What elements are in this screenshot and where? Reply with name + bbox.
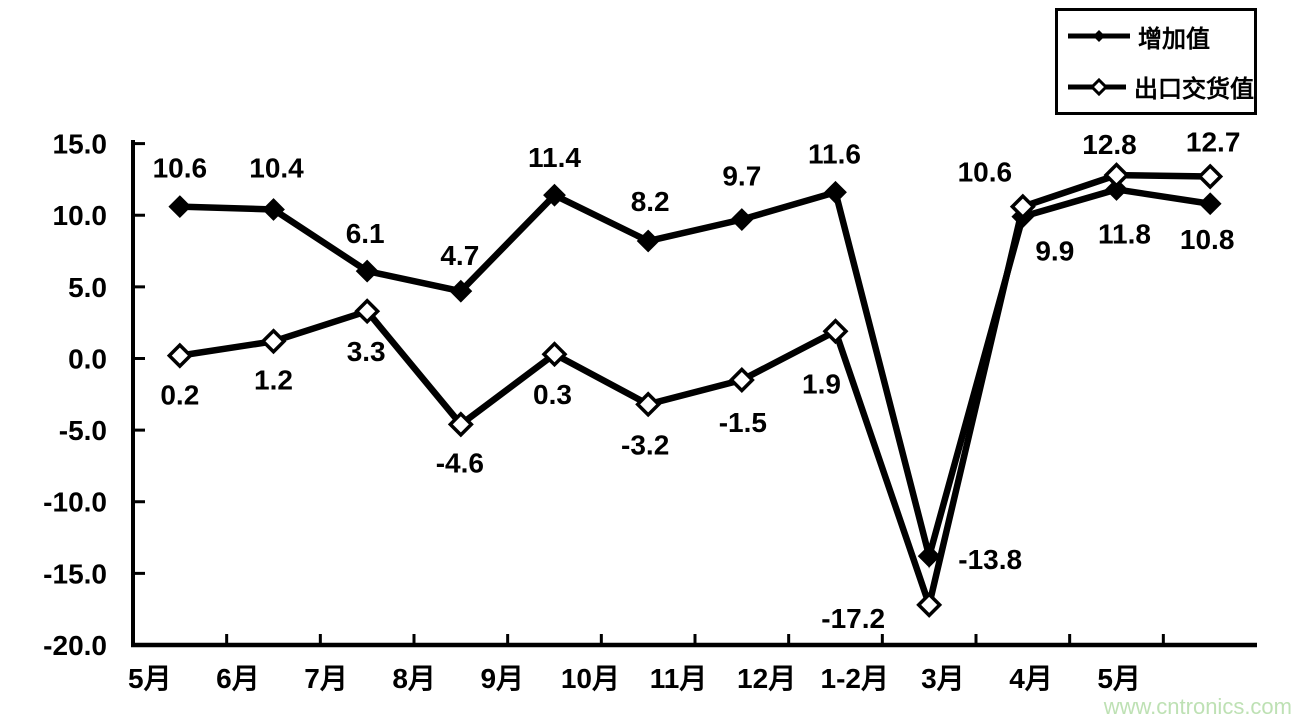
legend-item-series-2: 出口交货值 xyxy=(1068,69,1254,104)
y-tick-label: 5.0 xyxy=(68,272,107,303)
x-axis-label: 9月 xyxy=(480,663,524,694)
data-label-series-1: 9.7 xyxy=(722,161,761,192)
filled-diamond-marker xyxy=(824,180,847,204)
data-label-series-2: 1.9 xyxy=(802,368,841,399)
y-tick-label: 0.0 xyxy=(68,343,107,374)
data-label-series-2: 0.2 xyxy=(160,380,199,411)
x-axis-label: 11月 xyxy=(650,663,708,694)
y-tick-label: -20.0 xyxy=(43,630,107,661)
filled-diamond-marker xyxy=(543,183,566,207)
open-diamond-line-icon xyxy=(1068,77,1126,96)
data-label-series-1: -13.8 xyxy=(958,544,1022,575)
x-axis-label: 3月 xyxy=(921,663,965,694)
x-axis-label: 1-2月 xyxy=(821,663,889,694)
x-axis-label: 10月 xyxy=(561,663,620,694)
open-diamond-marker xyxy=(166,342,193,369)
data-label-series-1: 6.1 xyxy=(346,218,385,249)
series-2-line xyxy=(179,171,1211,617)
data-label-series-1: 11.4 xyxy=(528,142,581,173)
filled-diamond-line-icon xyxy=(1068,30,1130,43)
data-label-series-2: -17.2 xyxy=(821,603,885,634)
open-diamond-marker xyxy=(822,318,849,345)
filled-diamond-marker xyxy=(636,229,660,253)
open-diamond-marker xyxy=(1009,193,1036,220)
filled-diamond-marker xyxy=(262,198,285,221)
filled-diamond-marker xyxy=(168,195,192,219)
data-label-series-2: -1.5 xyxy=(719,407,767,438)
open-diamond-marker xyxy=(541,341,568,368)
open-diamond-marker xyxy=(728,366,755,393)
x-axis-label: 5月 xyxy=(1097,663,1141,694)
data-label-series-2: 10.6 xyxy=(958,157,1013,188)
data-label-series-2: 1.2 xyxy=(254,364,293,395)
open-diamond-marker xyxy=(260,328,287,355)
data-label-series-2: -3.2 xyxy=(621,429,669,460)
x-axis-label: 8月 xyxy=(392,663,436,694)
open-diamond-marker xyxy=(916,591,943,618)
open-diamond-marker xyxy=(354,298,381,325)
open-diamond-marker xyxy=(635,391,662,418)
chart-legend: 增加值 出口交货值 xyxy=(1055,8,1257,115)
data-label-series-1: 8.2 xyxy=(631,186,670,217)
x-axis-label: 7月 xyxy=(304,663,348,694)
legend-item-series-1: 增加值 xyxy=(1068,19,1254,54)
data-label-series-2: 0.3 xyxy=(533,379,572,410)
filled-diamond-marker xyxy=(1105,178,1128,201)
data-label-series-1: 11.8 xyxy=(1098,218,1151,249)
open-diamond-marker xyxy=(447,411,474,438)
filled-diamond-marker xyxy=(917,544,941,568)
y-tick-label: -15.0 xyxy=(43,558,107,589)
x-axis-label: 12月 xyxy=(737,663,796,694)
x-axis-label: 4月 xyxy=(1009,663,1053,694)
x-axis-label: 5月 xyxy=(128,663,172,694)
watermark-text: www.cntronics.com xyxy=(1103,694,1292,719)
data-label-series-1: 9.9 xyxy=(1035,236,1074,267)
open-diamond-marker xyxy=(1197,163,1224,190)
legend-label-series-1: 增加值 xyxy=(1138,25,1210,53)
data-label-series-1: 10.8 xyxy=(1180,224,1235,255)
legend-label-series-2: 出口交货值 xyxy=(1134,76,1254,104)
data-label-series-2: 3.3 xyxy=(347,336,386,367)
y-tick-label: -5.0 xyxy=(59,415,107,446)
data-label-series-2: 12.7 xyxy=(1186,127,1241,158)
filled-diamond-marker xyxy=(730,208,754,231)
y-tick-label: 15.0 xyxy=(53,129,108,160)
series-1-line xyxy=(179,186,1211,569)
filled-diamond-marker xyxy=(1198,192,1222,216)
filled-diamond-marker xyxy=(355,259,379,283)
y-tick-label: 10.0 xyxy=(53,200,108,231)
data-label-series-1: 10.6 xyxy=(153,153,208,184)
x-axis-label: 6月 xyxy=(216,663,260,694)
open-diamond-marker xyxy=(1103,162,1130,189)
y-tick-label: -10.0 xyxy=(43,487,107,518)
data-label-series-1: 4.7 xyxy=(440,240,479,271)
data-label-series-2: -4.6 xyxy=(436,447,484,478)
data-label-series-2: 12.8 xyxy=(1082,129,1137,160)
data-label-series-1: 11.6 xyxy=(808,138,861,169)
filled-diamond-marker xyxy=(449,279,473,303)
data-label-series-1: 10.4 xyxy=(249,152,304,183)
